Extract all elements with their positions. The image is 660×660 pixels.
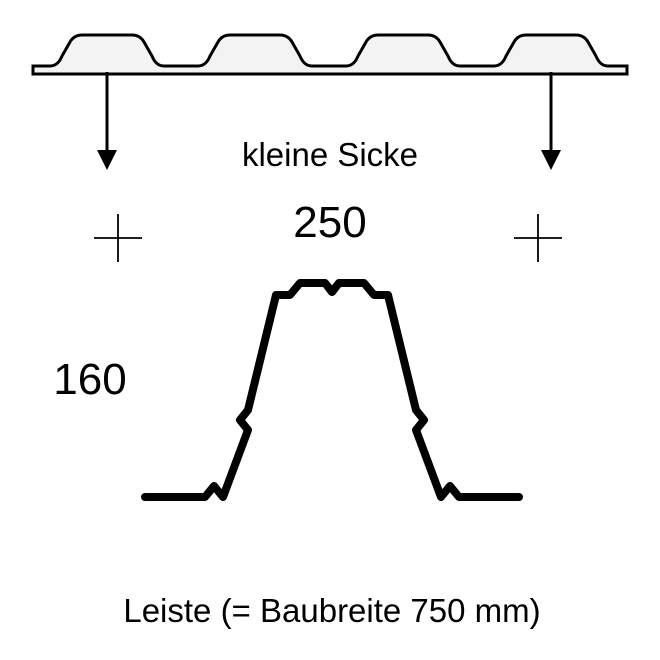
- technical-diagram: kleine Sicke 250 160 Leiste (= Baubreite…: [0, 0, 660, 660]
- sicke-label: kleine Sicke: [242, 136, 418, 173]
- diagram-container: kleine Sicke 250 160 Leiste (= Baubreite…: [0, 0, 660, 660]
- right-arrow: [541, 72, 561, 170]
- right-crosshair: [514, 214, 562, 262]
- height-label: 160: [53, 355, 126, 404]
- cross-section-profile: [145, 283, 519, 497]
- top-profile: [33, 35, 627, 74]
- left-crosshair: [94, 214, 142, 262]
- left-arrow: [97, 72, 117, 170]
- width-label: 250: [293, 198, 366, 247]
- footer-label: Leiste (= Baubreite 750 mm): [123, 592, 540, 629]
